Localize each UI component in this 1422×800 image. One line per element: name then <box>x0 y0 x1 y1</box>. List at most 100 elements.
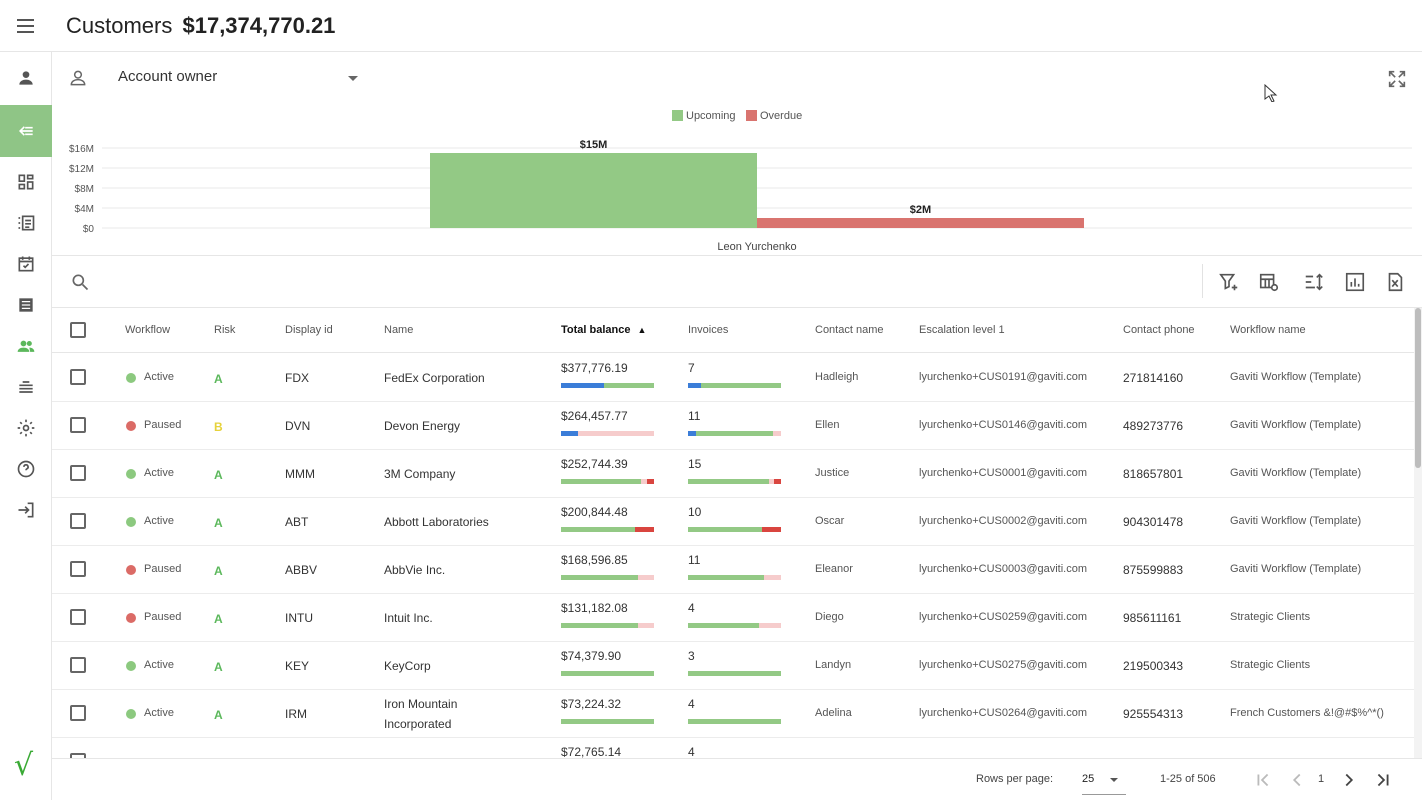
first-page-icon[interactable] <box>1252 769 1274 791</box>
tasks-icon[interactable] <box>0 244 52 284</box>
bar-segment <box>688 623 759 628</box>
customer-name[interactable]: Abbott Laboratories <box>384 515 489 529</box>
col-name[interactable]: Name <box>384 324 414 336</box>
row-checkbox[interactable] <box>70 657 86 673</box>
bar-segment <box>561 431 578 436</box>
contact-name: Eleanor <box>815 563 853 575</box>
risk-grade: A <box>214 564 223 578</box>
col-workflow[interactable]: Workflow <box>125 324 171 336</box>
menu-icon[interactable] <box>14 14 38 38</box>
col-escalation[interactable]: Escalation level 1 <box>919 324 1005 336</box>
sort-icon[interactable] <box>1303 271 1325 293</box>
document-icon[interactable] <box>0 285 52 325</box>
legend-swatch <box>746 110 757 121</box>
table-scrollbar[interactable] <box>1414 308 1422 758</box>
row-checkbox[interactable] <box>70 561 86 577</box>
workflow-status: Paused <box>144 419 182 431</box>
row-checkbox[interactable] <box>70 369 86 385</box>
customer-name[interactable]: Intuit Inc. <box>384 611 433 625</box>
table-row[interactable]: Active A KEY KeyCorp $74,379.90 3 Landyn lyurch… <box>52 642 1414 690</box>
contact-phone: 904301478 <box>1123 515 1184 529</box>
table-row[interactable]: Paused A INTU Intuit Inc. $131,182.08 4 Diego l… <box>52 594 1414 642</box>
table-row[interactable]: $72,765.14 4 <box>52 738 1414 758</box>
balance-aging-bar <box>561 575 654 580</box>
balance-aging-bar <box>561 479 654 484</box>
y-tick-label: $4M <box>75 204 94 215</box>
customer-name[interactable]: Iron Mountain Incorporated <box>384 697 458 731</box>
col-risk[interactable]: Risk <box>214 324 236 336</box>
bar-segment <box>764 575 781 580</box>
toolbar-divider <box>1202 264 1203 298</box>
col-invoices[interactable]: Invoices <box>688 324 729 336</box>
help-icon[interactable] <box>0 449 52 489</box>
current-page[interactable]: 1 <box>1318 773 1325 785</box>
display-id: IRM <box>285 707 307 721</box>
table-row[interactable]: Active A MMM 3M Company $252,744.39 15 Justice… <box>52 450 1414 498</box>
settings-icon[interactable] <box>0 408 52 448</box>
bar-segment <box>646 479 654 484</box>
col-display-id[interactable]: Display id <box>285 324 333 336</box>
chevron-down-icon[interactable] <box>348 76 358 81</box>
customer-name[interactable]: AbbVie Inc. <box>384 563 446 577</box>
search-icon[interactable] <box>70 272 90 292</box>
col-contact-phone[interactable]: Contact phone <box>1123 324 1195 336</box>
next-page-icon[interactable] <box>1338 769 1360 791</box>
total-balance: $72,765.14 <box>561 745 622 758</box>
list-icon[interactable] <box>0 203 52 243</box>
row-checkbox[interactable] <box>70 705 86 721</box>
customer-name[interactable]: FedEx Corporation <box>384 371 485 385</box>
bar-segment <box>774 479 781 484</box>
invoice-count: 4 <box>688 697 695 711</box>
table-row[interactable]: Paused A ABBV AbbVie Inc. $168,596.85 11 Elean… <box>52 546 1414 594</box>
row-checkbox[interactable] <box>70 753 86 758</box>
stack-icon[interactable] <box>0 367 52 407</box>
export-excel-icon[interactable] <box>1384 271 1406 293</box>
customers-icon[interactable] <box>0 326 52 366</box>
workflow-status: Active <box>144 515 174 527</box>
owner-filter-row: Account owner <box>52 52 1422 104</box>
row-checkbox[interactable] <box>70 609 86 625</box>
collapse-icon[interactable] <box>0 105 52 157</box>
workflow-name: Gaviti Workflow (Template) <box>1230 563 1362 575</box>
mouse-cursor-icon <box>1264 84 1278 102</box>
page-title-label: Customers <box>66 13 173 38</box>
scrollbar-thumb[interactable] <box>1415 308 1421 468</box>
table-row[interactable]: Paused B DVN Devon Energy $264,457.77 11 Ellen… <box>52 402 1414 450</box>
workflow-status: Active <box>144 707 174 719</box>
row-checkbox[interactable] <box>70 465 86 481</box>
expand-icon[interactable] <box>1386 68 1408 90</box>
col-contact-name[interactable]: Contact name <box>815 324 884 336</box>
table-settings-icon[interactable] <box>1258 271 1280 293</box>
workflow-status: Active <box>144 371 174 383</box>
escalation-email: lyurchenko+CUS0146@gaviti.com <box>919 419 1087 431</box>
table-row[interactable]: Active A IRM Iron Mountain Incorporated $73,… <box>52 690 1414 738</box>
select-all-checkbox[interactable] <box>70 322 86 338</box>
add-filter-icon[interactable] <box>1218 271 1240 293</box>
customer-name[interactable]: Devon Energy <box>384 419 461 433</box>
customer-name[interactable]: KeyCorp <box>384 659 431 673</box>
account-owner-select[interactable]: Account owner <box>118 68 218 85</box>
last-page-icon[interactable] <box>1372 769 1394 791</box>
row-checkbox[interactable] <box>70 417 86 433</box>
table-row[interactable]: Active A ABT Abbott Laboratories $200,844.48… <box>52 498 1414 546</box>
x-category-label: Leon Yurchenko <box>717 241 796 253</box>
workflow-name: Gaviti Workflow (Template) <box>1230 515 1362 527</box>
bar-segment <box>561 383 604 388</box>
logout-icon[interactable] <box>0 490 52 530</box>
bar-segment <box>638 575 654 580</box>
user-icon[interactable] <box>0 58 52 98</box>
invoice-count: 15 <box>688 457 702 471</box>
row-checkbox[interactable] <box>70 513 86 529</box>
table-row[interactable]: Active A FDX FedEx Corporation $377,776.19 7 H… <box>52 354 1414 402</box>
invoice-count: 7 <box>688 361 695 375</box>
prev-page-icon[interactable] <box>1286 769 1308 791</box>
dashboard-icon[interactable] <box>0 162 52 202</box>
bar-segment <box>772 431 781 436</box>
col-total-balance[interactable]: Total balance ▲ <box>561 324 646 336</box>
status-dot <box>126 709 136 719</box>
rows-per-page-select[interactable]: 25 <box>1082 769 1126 795</box>
col-workflow-name[interactable]: Workflow name <box>1230 324 1306 336</box>
bar-segment <box>688 479 769 484</box>
chart-icon[interactable] <box>1344 271 1366 293</box>
customer-name[interactable]: 3M Company <box>384 467 456 481</box>
